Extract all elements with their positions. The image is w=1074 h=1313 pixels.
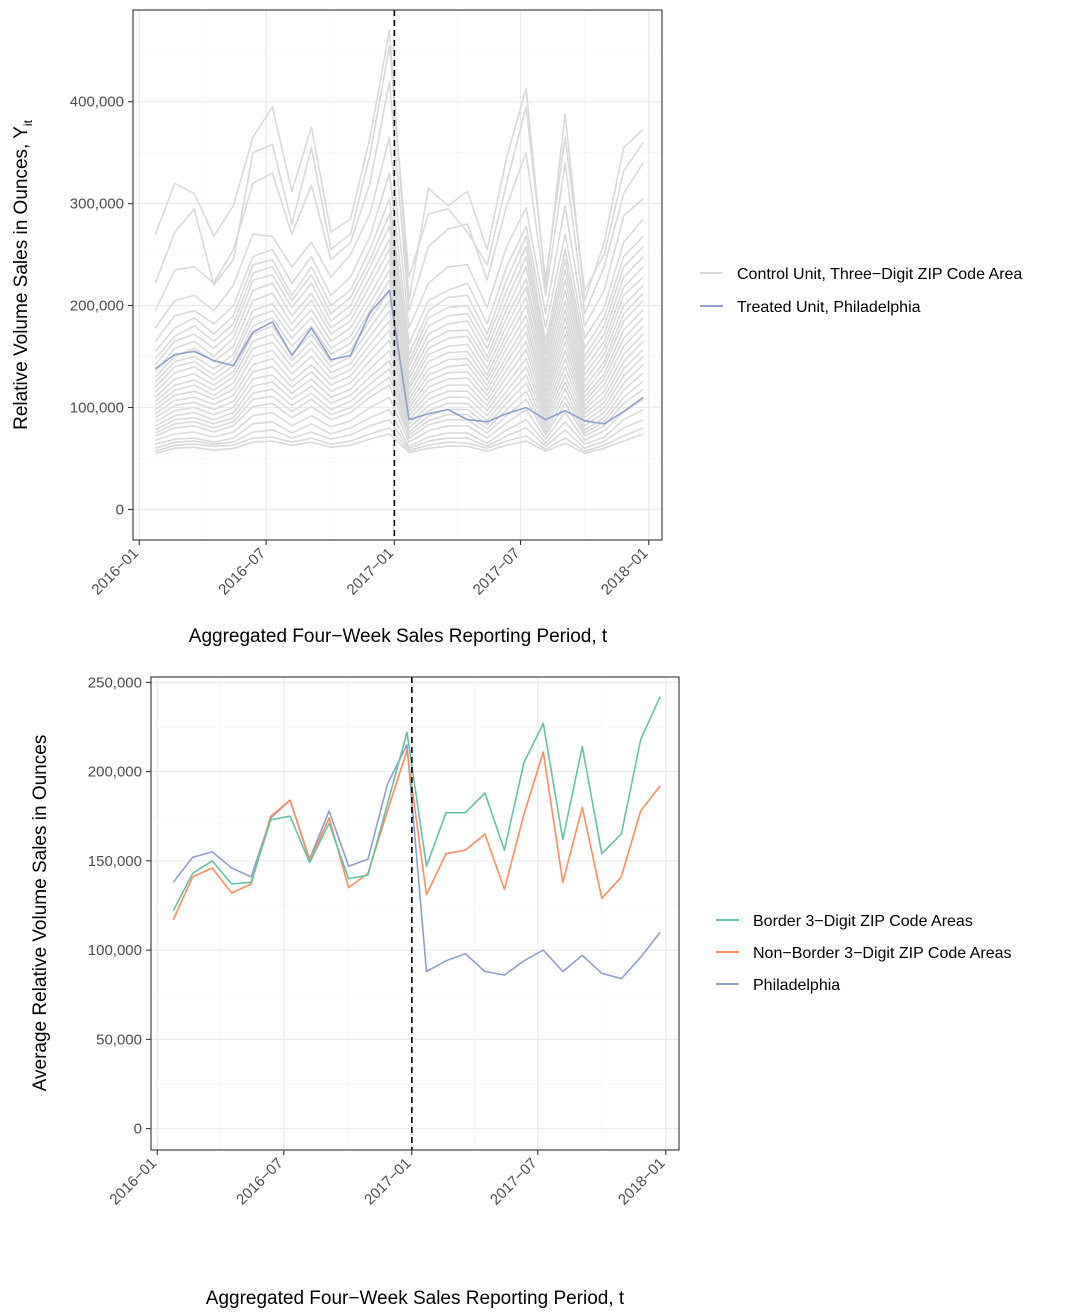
- bottom-x-tick-label: 2016−01: [106, 1155, 160, 1209]
- bottom-y-tick-label: 250,000: [88, 674, 142, 691]
- bottom-series-line-2: [172, 744, 661, 980]
- bottom-y-tick-label: 150,000: [88, 853, 142, 870]
- bottom-y-axis: 0 50,000 100,000 150,000 200,000 250,000: [88, 674, 151, 1138]
- top-y-tick-label: 0: [116, 501, 124, 518]
- top-series-line-20: [154, 349, 644, 425]
- top-series-line-1: [154, 29, 644, 302]
- top-y-tick-label: 200,000: [70, 298, 124, 315]
- bottom-plot-panel: [150, 676, 680, 1151]
- bottom-legend: Border 3−Digit ZIP Code Areas Non−Border…: [716, 913, 1012, 994]
- top-x-tick-label: 2016−01: [88, 545, 142, 599]
- bottom-y-tick-label: 200,000: [88, 764, 142, 781]
- top-series-line-11: [154, 258, 644, 386]
- top-series-line-28: [155, 427, 644, 453]
- top-y-tick-label: 100,000: [70, 400, 124, 417]
- bottom-legend-label-nonborder: Non−Border 3−Digit ZIP Code Areas: [753, 945, 1012, 962]
- top-legend: Control Unit, Three−Digit ZIP Code Area …: [700, 266, 1022, 316]
- top-y-axis: 0 100,000 200,000 300,000 400,000: [70, 94, 133, 518]
- bottom-series-lines: [172, 696, 661, 980]
- top-y-axis-title-main: Relative Volume Sales in Ounces, Y: [11, 126, 32, 430]
- top-series-line-4: [154, 136, 644, 329]
- top-x-axis: 2016−01 2016−07 2017−01 2017−07 2018−01: [88, 540, 652, 599]
- bottom-legend-label-border: Border 3−Digit ZIP Code Areas: [753, 913, 973, 930]
- top-series-line-8: [154, 225, 644, 368]
- bottom-x-tick-label: 2016−07: [233, 1155, 287, 1209]
- bottom-y-axis-title: Average Relative Volume Sales in Ounces: [30, 735, 51, 1092]
- top-panel-border: [132, 9, 663, 541]
- top-x-axis-title: Aggregated Four−Week Sales Reporting Per…: [189, 626, 608, 647]
- top-series-line-22: [154, 367, 644, 433]
- top-x-tick-label: 2017−07: [470, 545, 524, 599]
- top-series-line-6: [154, 197, 644, 356]
- top-y-axis-title: Relative Volume Sales in Ounces, Yit: [11, 119, 35, 429]
- bottom-y-tick-label: 50,000: [96, 1031, 142, 1048]
- bottom-panel-border: [150, 676, 680, 1151]
- top-series-line-19: [154, 339, 644, 421]
- bottom-x-tick-label: 2017−07: [487, 1155, 541, 1209]
- top-series-line-27: [155, 418, 644, 450]
- top-series-line-0: [154, 289, 644, 425]
- bottom-series-line-0: [172, 696, 661, 912]
- top-y-tick-label: 400,000: [70, 94, 124, 111]
- top-series-line-17: [154, 320, 644, 413]
- bottom-x-axis: 2016−01 2016−07 2017−01 2017−07 2018−01: [106, 1150, 669, 1209]
- bottom-y-tick-label: 100,000: [88, 942, 142, 959]
- top-y-tick-label: 300,000: [70, 196, 124, 213]
- bottom-legend-label-philadelphia: Philadelphia: [753, 977, 840, 994]
- top-series-line-26: [155, 408, 644, 448]
- top-series-line-9: [154, 238, 644, 375]
- top-series-line-18: [154, 329, 644, 417]
- top-x-tick-label: 2016−07: [215, 545, 269, 599]
- top-series-line-24: [154, 384, 644, 439]
- top-plot-panel: [132, 9, 663, 541]
- top-x-tick-label: 2017−01: [344, 545, 398, 599]
- top-legend-label-control: Control Unit, Three−Digit ZIP Code Area: [737, 266, 1022, 283]
- top-x-tick-label: 2018−01: [598, 545, 652, 599]
- bottom-chart: 0 50,000 100,000 150,000 200,000 250,000 2016…: [30, 674, 1012, 1309]
- bottom-x-axis-title: Aggregated Four−Week Sales Reporting Per…: [206, 1288, 625, 1309]
- top-legend-label-treated: Treated Unit, Philadelphia: [737, 299, 921, 316]
- bottom-x-tick-label: 2018−01: [615, 1155, 669, 1209]
- top-y-axis-title-subscript: it: [21, 119, 35, 126]
- top-series-line-7: [154, 213, 644, 363]
- top-series-line-5: [154, 172, 644, 346]
- top-series-line-25: [155, 396, 644, 444]
- top-series-line-23: [154, 376, 644, 436]
- bottom-y-tick-label: 0: [134, 1121, 142, 1138]
- top-series-lines: [154, 29, 644, 455]
- top-series-line-12: [154, 269, 644, 391]
- top-series-line-21: [154, 359, 644, 429]
- bottom-x-tick-label: 2017−01: [361, 1155, 415, 1209]
- top-series-line-10: [154, 248, 644, 380]
- top-series-line-14: [154, 289, 644, 401]
- top-series-line-29: [155, 433, 644, 455]
